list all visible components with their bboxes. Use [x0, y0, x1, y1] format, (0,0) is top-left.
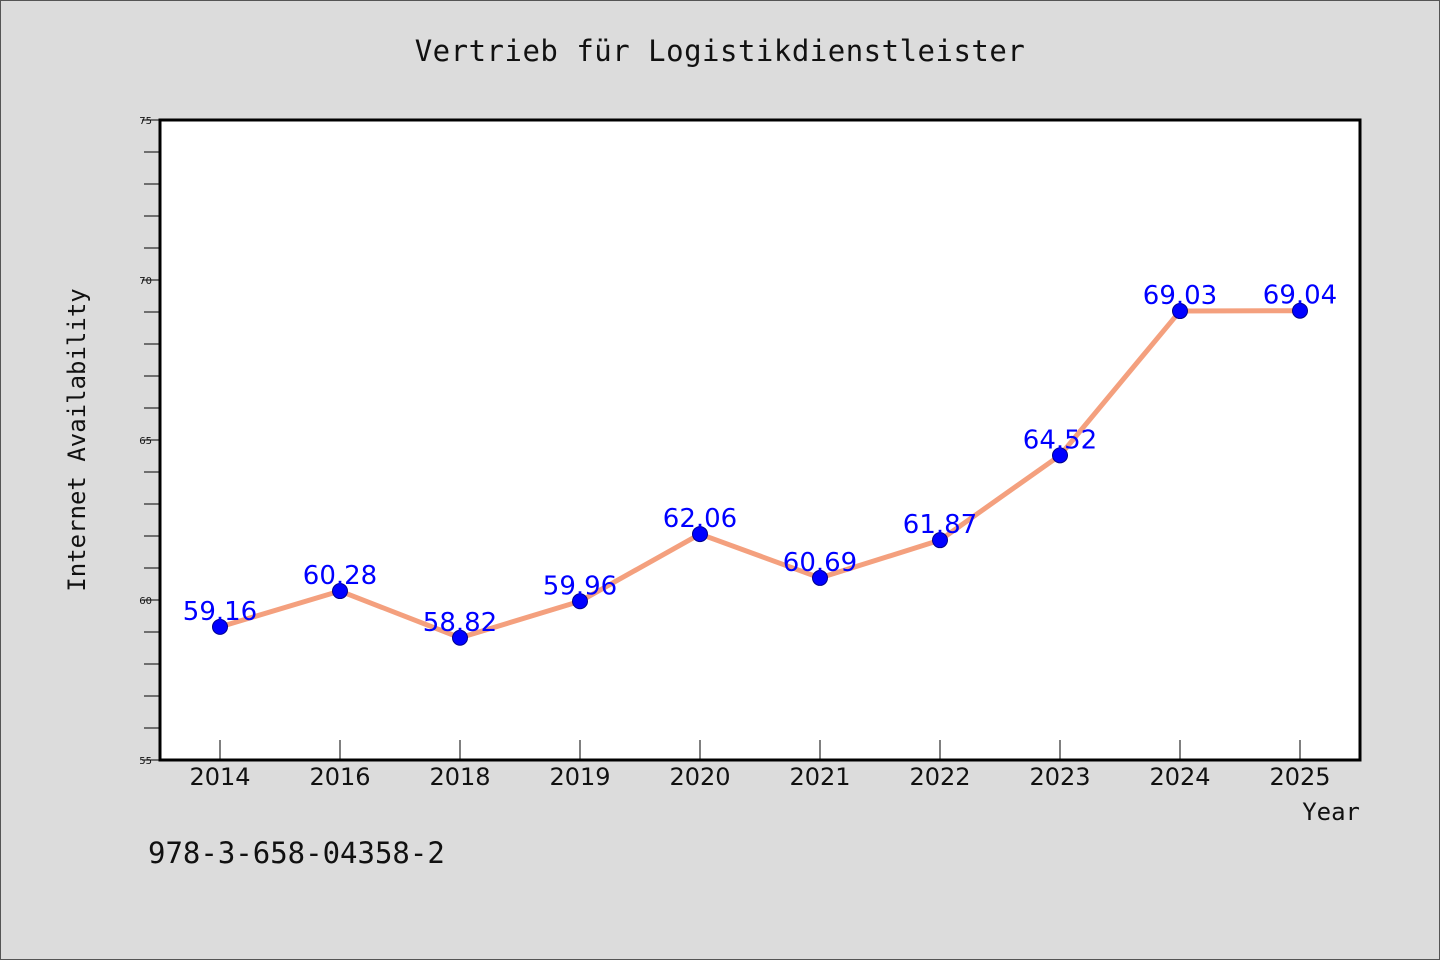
- y-axis-label: Internet Availability: [63, 288, 91, 591]
- data-points: [212, 302, 1308, 646]
- x-axis-label: Year: [1302, 798, 1360, 826]
- y-tick-label: 60: [139, 596, 152, 607]
- data-point: [572, 593, 588, 610]
- chart-title: Vertrieb für Logistikdienstleister: [414, 34, 1026, 68]
- data-label: 61.87: [903, 510, 977, 540]
- data-point: [212, 618, 228, 635]
- data-point: [332, 583, 348, 600]
- data-point: [692, 526, 708, 543]
- x-tick-label: 2023: [1029, 763, 1090, 791]
- x-tick-label: 2020: [669, 763, 730, 791]
- data-label: 59.96: [543, 571, 617, 601]
- plot-area: [158, 118, 1362, 762]
- isbn-text: 978-3-658-04358-2: [148, 836, 445, 870]
- x-tick-label: 2014: [189, 763, 250, 791]
- y-tick-label: 70: [139, 276, 152, 287]
- data-labels: 59.16 60.28 58.82 59.96 62.06 60.69 61.87 64.52…: [183, 281, 1337, 638]
- data-label: 59.16: [183, 597, 257, 627]
- data-label: 58.82: [423, 608, 497, 638]
- x-tick-label: 2024: [1149, 763, 1210, 791]
- y-tick-label: 65: [139, 436, 152, 447]
- x-tick-label: 2022: [909, 763, 970, 791]
- data-label: 60.28: [303, 561, 377, 591]
- x-tick-label: 2025: [1269, 763, 1330, 791]
- series-line: [219, 308, 1301, 641]
- data-label: 62.06: [663, 504, 737, 534]
- x-tick-label: 2019: [549, 763, 610, 791]
- data-label: 64.52: [1023, 425, 1097, 455]
- x-axis: 2014 2016 2018 2019 2020 2021 2022 2023 2024 2025: [189, 740, 1331, 791]
- y-tick-label: 75: [139, 116, 152, 127]
- data-label: 60.69: [783, 548, 857, 578]
- data-point: [1292, 302, 1308, 319]
- data-point: [812, 569, 828, 586]
- y-tick-label: 55: [139, 756, 152, 767]
- y-axis: 55 60 65 70 75: [139, 116, 160, 767]
- data-point: [1172, 303, 1188, 320]
- data-point: [1052, 447, 1068, 464]
- data-label: 69.04: [1263, 281, 1337, 311]
- x-tick-label: 2021: [789, 763, 850, 791]
- data-label: 69.03: [1143, 281, 1217, 311]
- data-point: [932, 532, 948, 549]
- x-tick-label: 2016: [309, 763, 370, 791]
- data-point: [452, 629, 468, 646]
- x-tick-label: 2018: [429, 763, 490, 791]
